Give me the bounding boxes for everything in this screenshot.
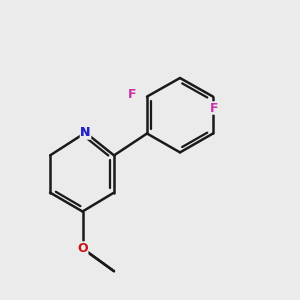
Text: F: F — [210, 101, 219, 115]
Text: N: N — [80, 126, 91, 139]
Text: O: O — [77, 242, 88, 255]
Text: F: F — [128, 88, 137, 101]
Text: N: N — [80, 126, 91, 139]
Text: N: N — [80, 126, 91, 139]
